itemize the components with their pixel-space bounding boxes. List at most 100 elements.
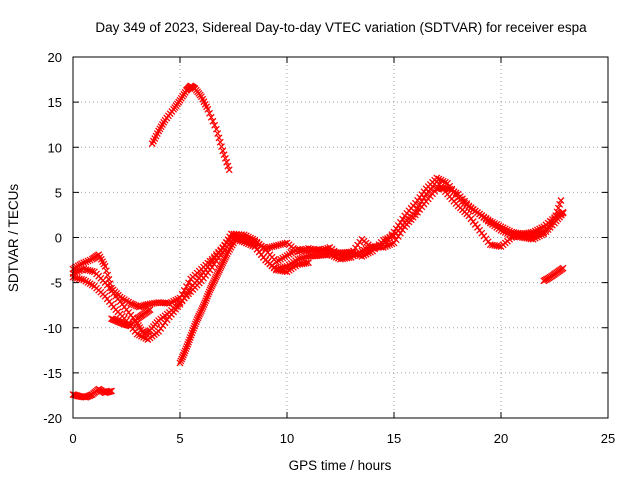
data-point (207, 113, 215, 121)
data-point (208, 282, 216, 290)
data-point (514, 231, 522, 239)
data-point (179, 351, 187, 359)
data-point (222, 252, 230, 260)
y-tick-label: -5 (50, 276, 62, 291)
data-points (69, 82, 567, 401)
data-point (559, 208, 567, 216)
data-point (193, 316, 201, 324)
data-point (215, 268, 222, 276)
data-point (206, 286, 214, 294)
data-point (204, 105, 212, 113)
data-point (214, 130, 222, 137)
x-tick-label: 10 (280, 431, 294, 446)
data-point (379, 243, 387, 251)
data-point (418, 197, 426, 205)
chart-title: Day 349 of 2023, Sidereal Day-to-day VTE… (95, 20, 587, 35)
data-point (207, 284, 215, 292)
data-point (192, 318, 200, 326)
data-point (240, 238, 248, 246)
data-point (220, 151, 228, 159)
data-point (179, 353, 187, 361)
data-point (221, 253, 229, 261)
x-tick-label: 25 (601, 431, 615, 446)
data-point (230, 239, 237, 247)
data-point (185, 279, 193, 287)
data-point (189, 326, 197, 334)
data-point (216, 264, 224, 272)
data-point (146, 306, 154, 314)
data-point (182, 291, 190, 298)
data-point (420, 194, 428, 202)
y-tick-label: 15 (48, 95, 62, 110)
data-point (390, 239, 398, 247)
data-point (190, 324, 198, 332)
data-point (212, 125, 220, 133)
data-point (84, 257, 92, 265)
data-point (203, 295, 210, 302)
data-point (197, 307, 205, 315)
data-point (73, 268, 81, 276)
data-point (508, 234, 516, 241)
data-point (177, 357, 185, 365)
data-point (302, 259, 310, 267)
x-tick-labels: 0 5 10 15 20 25 (69, 431, 615, 446)
series-track-d (240, 238, 312, 276)
data-point (86, 256, 94, 264)
data-point (247, 241, 255, 249)
data-point (510, 233, 518, 241)
data-point (349, 249, 357, 257)
data-point (104, 271, 112, 279)
data-point (218, 261, 226, 269)
data-point (101, 262, 109, 270)
data-point (411, 208, 419, 216)
data-point (108, 387, 115, 395)
data-point (202, 297, 210, 305)
data-point (214, 270, 222, 278)
series-late-segment (540, 264, 567, 285)
data-point (75, 267, 83, 275)
data-point (88, 267, 96, 275)
y-tick-label: 20 (48, 50, 62, 65)
data-point (225, 166, 233, 174)
data-point (183, 343, 191, 350)
data-point (78, 275, 86, 283)
data-point (218, 143, 225, 150)
y-tick-label: -20 (43, 411, 62, 426)
y-tick-label: 10 (48, 140, 62, 155)
data-point (212, 273, 220, 281)
x-axis-label: GPS time / hours (289, 458, 392, 473)
data-point (217, 262, 225, 270)
data-point (181, 347, 189, 355)
data-point (354, 251, 362, 259)
data-point (416, 201, 424, 209)
data-point (197, 308, 205, 316)
data-point (381, 235, 389, 243)
data-point (245, 240, 252, 248)
data-point (556, 200, 564, 208)
data-point (176, 300, 184, 308)
x-tick-label: 20 (494, 431, 508, 446)
data-point (221, 255, 228, 263)
data-point (204, 290, 212, 298)
data-point (210, 277, 218, 285)
data-point (557, 197, 565, 204)
data-point (194, 314, 202, 322)
data-point (209, 117, 217, 125)
series-track-c (69, 178, 567, 343)
data-point (386, 241, 394, 249)
data-point (559, 264, 567, 272)
data-point (205, 288, 213, 296)
data-point (78, 260, 86, 268)
data-point (215, 134, 223, 142)
data-point (195, 312, 203, 320)
data-point (182, 345, 190, 353)
data-point (198, 305, 206, 313)
data-point (180, 294, 188, 302)
data-point (176, 359, 184, 367)
y-tick-label: 0 (55, 231, 62, 246)
y-tick-labels: -20 -15 -10 -5 0 5 10 15 20 (43, 50, 62, 426)
data-point (352, 250, 359, 258)
x-tick-label: 0 (69, 431, 76, 446)
data-point (200, 301, 208, 309)
plot-frame (72, 56, 609, 419)
